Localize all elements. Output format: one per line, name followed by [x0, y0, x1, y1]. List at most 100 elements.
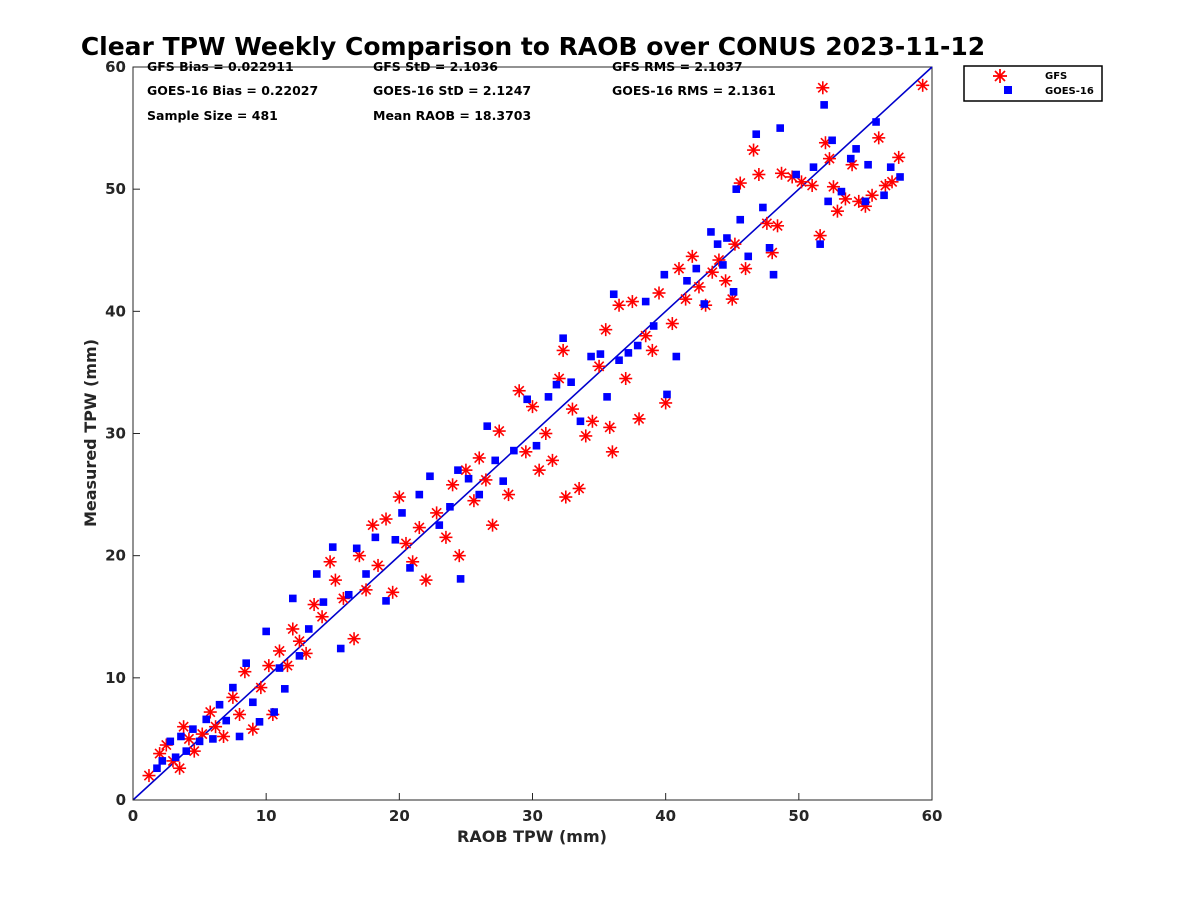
goes-16-point: [435, 521, 444, 529]
gfs-point: [539, 427, 553, 440]
goes-16-point: [177, 732, 185, 741]
gfs-point: [502, 488, 516, 502]
goes-16-point: [189, 725, 197, 733]
gfs-point: [307, 598, 321, 612]
gfs-point: [565, 402, 579, 416]
goes-16-point: [683, 276, 691, 285]
goes-16-point: [872, 118, 880, 126]
gfs-point: [452, 549, 466, 563]
goes-16-point: [864, 160, 872, 169]
goes-16-point: [769, 270, 778, 279]
gfs-point: [892, 150, 906, 164]
goes-16-point: [744, 252, 753, 261]
goes-16-point: [752, 130, 761, 138]
goes-16-point: [609, 290, 618, 299]
goes-16-point: [182, 747, 191, 755]
gfs-point: [625, 295, 639, 309]
goes-16-point: [816, 240, 824, 248]
gfs-point: [692, 280, 706, 294]
gfs-point: [872, 131, 886, 145]
goes-16-point: [792, 170, 800, 179]
gfs-bias-text: GFS Bias = 0.022911: [147, 59, 294, 74]
legend-box: [963, 65, 1103, 102]
goes-16-point: [195, 737, 204, 746]
goes-16-point: [896, 173, 904, 181]
gfs-series: [142, 78, 930, 783]
gfs-point: [519, 445, 533, 459]
gfs-point: [328, 573, 342, 587]
goes-16-point: [371, 533, 380, 542]
goes-16-point: [861, 197, 870, 206]
goes-16-point: [552, 380, 561, 389]
gfs-point: [612, 298, 626, 312]
y-axis-label: Measured TPW (mm): [81, 339, 100, 527]
x-tick-label: 30: [522, 807, 543, 825]
gfs-point: [467, 494, 481, 508]
one-to-one-line: [132, 66, 933, 801]
gfs-point: [246, 722, 260, 736]
goes-16-point: [532, 441, 541, 450]
gfs-point: [813, 229, 827, 243]
goes-16-point: [344, 590, 353, 599]
gfs-point: [775, 166, 789, 180]
goes-16-point: [723, 234, 731, 242]
gfs-std-text: GFS StD = 2.1036: [373, 59, 498, 74]
x-tick-label: 50: [788, 807, 809, 825]
gfs-point: [599, 323, 613, 337]
y-tick-label: 0: [116, 791, 126, 809]
gfs-point: [830, 204, 844, 218]
goes-16-point: [736, 215, 745, 224]
x-tick-label: 0: [128, 807, 138, 825]
gfs-point: [532, 463, 546, 477]
legend-gfs-label: GFS: [1045, 71, 1067, 82]
goes-16-point: [499, 477, 508, 485]
goes-16-point: [700, 300, 709, 308]
gfs-point: [492, 424, 506, 438]
goes-16-point: [641, 297, 650, 306]
goes-16-point: [596, 350, 605, 358]
x-tick-label: 10: [256, 807, 277, 825]
goes-16-point: [732, 185, 741, 193]
gfs-point: [719, 274, 733, 288]
gfs-point: [652, 286, 666, 300]
goes-16-point: [765, 244, 774, 252]
goes-16-point: [281, 685, 289, 693]
gfs-point: [605, 445, 619, 459]
gfs-point: [526, 400, 539, 414]
legend-goes-marker-icon: [1004, 86, 1012, 94]
goes-16-point: [158, 757, 167, 765]
gfs-point: [472, 451, 486, 465]
goes-16-point: [166, 737, 175, 746]
gfs-point: [292, 634, 306, 648]
gfs-point: [203, 705, 217, 719]
stats-annotations: GFS Bias = 0.022911 GFS StD = 2.1036 GFS…: [147, 59, 776, 123]
goes-16-point: [352, 544, 361, 553]
gfs-point: [286, 622, 300, 636]
x-axis-label: RAOB TPW (mm): [457, 827, 607, 846]
goes-16-point: [729, 287, 738, 296]
gfs-point: [159, 738, 173, 752]
goes-16-point: [852, 145, 860, 153]
x-tick-label: 40: [655, 807, 676, 825]
goes-16-point: [886, 163, 895, 171]
y-tick-label: 10: [105, 669, 126, 687]
goes-16-point: [464, 474, 473, 483]
x-axis-ticks: 0 10 20 30 40 50 60: [128, 793, 942, 825]
goes-16-point: [312, 570, 321, 578]
goes-16-point: [262, 627, 270, 636]
gfs-point: [366, 518, 380, 532]
goes-16-point: [663, 390, 671, 399]
goes-std-text: GOES-16 StD = 2.1247: [373, 83, 531, 98]
gfs-point: [816, 81, 830, 95]
goes-16-point: [624, 349, 633, 357]
goes-16-point: [759, 203, 767, 212]
goes-16-point: [713, 240, 722, 248]
gfs-point: [359, 583, 373, 597]
goes-16-point: [615, 356, 623, 364]
legend: GFS GOES-16: [963, 65, 1103, 102]
goes-16-point: [660, 270, 669, 279]
goes-16-point: [275, 664, 284, 672]
goes-16-point: [837, 187, 846, 196]
goes-16-point: [809, 163, 818, 171]
goes-16-point: [426, 472, 434, 481]
